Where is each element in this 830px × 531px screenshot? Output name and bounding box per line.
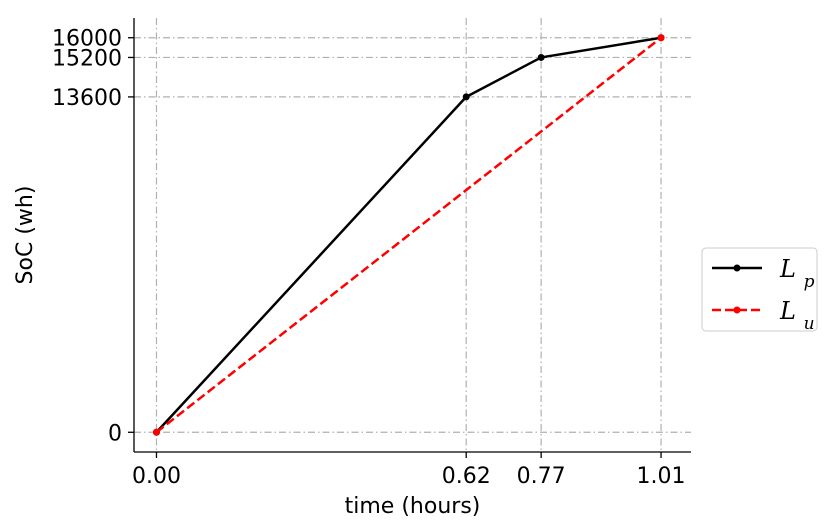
grid-lines — [134, 18, 691, 452]
legend-label-l-u-subscript: u — [804, 314, 815, 334]
legend-label-l-u: L u — [779, 297, 815, 334]
series-line-l-p — [155, 36, 662, 434]
x-axis-label: time (hours) — [345, 494, 481, 519]
legend-label-l-p: L p — [779, 255, 815, 292]
axes — [128, 18, 691, 458]
x-tick-label-1: 0.62 — [442, 464, 491, 489]
data-point-l-u-0 — [152, 428, 160, 436]
x-tick-label-2: 0.77 — [517, 464, 566, 489]
data-series — [152, 34, 665, 436]
y-tick-label-3: 16000 — [52, 27, 122, 52]
legend-marker-l-p — [733, 264, 741, 272]
legend: L p L u — [701, 247, 818, 334]
data-point-l-p-1 — [462, 93, 470, 101]
x-tick-label-3: 1.01 — [637, 464, 686, 489]
legend-marker-l-u — [733, 306, 741, 314]
legend-label-l-u-main: L — [779, 297, 796, 325]
series-line-l-u — [155, 36, 662, 434]
y-axis-label: SoC (wh) — [13, 186, 38, 285]
data-point-l-p-2 — [537, 53, 545, 61]
legend-label-l-p-main: L — [779, 255, 796, 283]
y-tick-label-1: 13600 — [52, 86, 122, 111]
y-tick-label-2: 15200 — [52, 46, 122, 71]
legend-label-l-p-subscript: p — [804, 272, 815, 292]
data-point-l-u-1 — [657, 34, 665, 42]
y-tick-label-0: 0 — [108, 421, 122, 446]
x-tick-label-0: 0.00 — [132, 464, 181, 489]
